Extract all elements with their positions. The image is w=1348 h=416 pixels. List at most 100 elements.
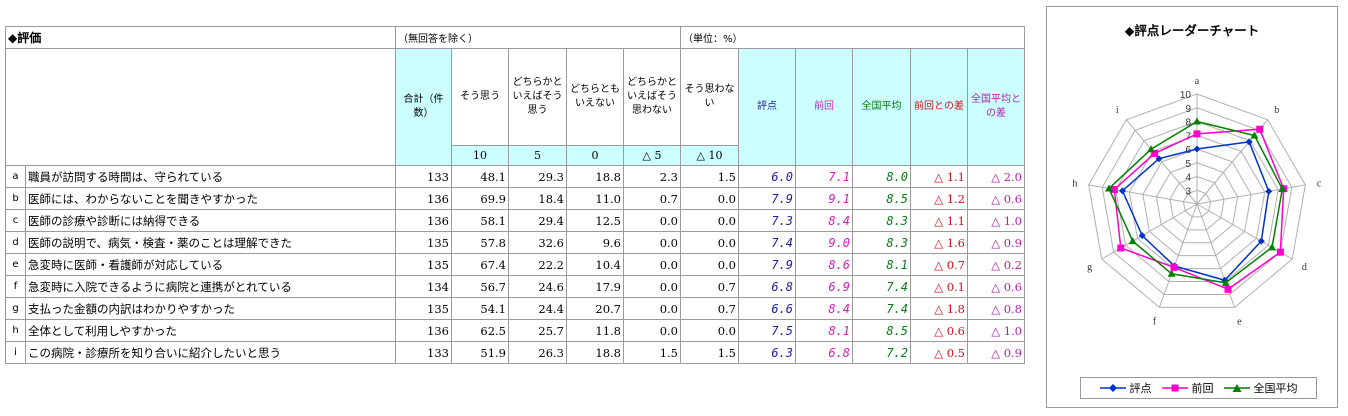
cell-diff-national: △ 0.2	[967, 253, 1025, 276]
cell-diff-previous: △ 0.1	[910, 275, 968, 298]
cell-disagree: 1.5	[680, 165, 739, 188]
cell-score: 6.3	[738, 341, 796, 364]
weight-2: 5	[508, 145, 567, 166]
radar-point	[1193, 117, 1201, 125]
row-label: 医師の説明で、病気・検査・薬のことは理解できた	[25, 231, 396, 254]
weight-1: 10	[451, 145, 509, 166]
radar-point	[1265, 187, 1273, 195]
table-row: h 全体として利用しやすかった 136 62.5 25.7 11.8 0.0 0.0 7.5 8.…	[5, 319, 1025, 342]
row-id: a	[5, 165, 26, 188]
column-header-row: 合計（件数） そう思う どちらかといえばそう思う どちらともいえない どちらかと…	[5, 48, 1025, 166]
cell-somewhat-disagree: 0.0	[623, 297, 681, 320]
radar-spoke	[1125, 119, 1198, 205]
cell-diff-previous: △ 1.1	[910, 165, 968, 188]
cell-neutral: 9.6	[566, 231, 624, 254]
table-row: g 支払った金額の内訳はわかりやすかった 135 54.1 24.4 20.7 0.0 0.7…	[5, 297, 1025, 320]
cell-previous: 7.1	[795, 165, 853, 188]
radar-point	[1250, 131, 1259, 139]
cell-national-average: 8.3	[852, 231, 911, 254]
radar-point	[1151, 149, 1159, 157]
radar-tick-label: 10	[1180, 90, 1192, 101]
table-row: c 医師の診療や診断には納得できる 136 58.1 29.4 12.5 0.0 0.0 7.3…	[5, 209, 1025, 232]
radar-grid-ring	[1115, 120, 1279, 283]
cell-somewhat-agree: 32.6	[508, 231, 567, 254]
cell-total: 136	[395, 319, 452, 342]
radar-point	[1119, 187, 1127, 195]
radar-point	[1276, 248, 1284, 256]
row-id: d	[5, 231, 26, 254]
cell-agree: 48.1	[451, 165, 509, 188]
table-row: i この病院・診療所を知り合いに紹介したいと思う 133 51.9 26.3 18.8 1.…	[5, 341, 1025, 364]
cell-somewhat-agree: 25.7	[508, 319, 567, 342]
cell-disagree: 0.0	[680, 187, 739, 210]
cell-somewhat-disagree: 0.0	[623, 253, 681, 276]
radar-chart-panel: ◆評点レーダーチャート 3 4 5 6 7 8 9 10 a b c d e f g h i 評点 前回 全国平…	[1046, 6, 1338, 408]
cell-somewhat-agree: 22.2	[508, 253, 567, 276]
cell-score: 6.6	[738, 297, 796, 320]
cell-diff-previous: △ 0.6	[910, 319, 968, 342]
cell-national-average: 7.2	[852, 341, 911, 364]
chart-title: ◆評点レーダーチャート	[1124, 23, 1260, 38]
radar-point	[1117, 244, 1125, 252]
radar-point	[1221, 278, 1230, 286]
col-diff-previous: 前回との差	[910, 48, 968, 166]
cell-neutral: 20.7	[566, 297, 624, 320]
cell-national-average: 8.0	[852, 165, 911, 188]
radar-point	[1193, 130, 1201, 138]
cell-somewhat-disagree: 2.3	[623, 165, 681, 188]
cell-agree: 51.9	[451, 341, 509, 364]
radar-spoke	[1196, 203, 1293, 260]
section-title: ◆評価	[5, 26, 396, 49]
col-score: 評点	[738, 48, 796, 166]
cell-previous: 9.1	[795, 187, 853, 210]
cell-national-average: 7.4	[852, 275, 911, 298]
radar-point	[1167, 269, 1176, 277]
col-somewhat-disagree: どちらかといえばそう思わない	[623, 48, 681, 146]
cell-total: 133	[395, 341, 452, 364]
cell-diff-national: △ 2.0	[967, 165, 1025, 188]
radar-axis-label: f	[1153, 317, 1157, 328]
table-row: f 急変時に入院できるように病院と連携がとれている 134 56.7 24.6 17.9 0…	[5, 275, 1025, 298]
radar-spoke	[1158, 203, 1198, 308]
cell-previous: 8.4	[795, 297, 853, 320]
radar-axis-label: e	[1237, 317, 1242, 328]
cell-agree: 56.7	[451, 275, 509, 298]
cell-neutral: 11.0	[566, 187, 624, 210]
cell-agree: 58.1	[451, 209, 509, 232]
radar-point	[1104, 184, 1113, 192]
cell-total: 135	[395, 253, 452, 276]
cell-total: 133	[395, 165, 452, 188]
col-total: 合計（件数）	[395, 48, 452, 166]
radar-spoke	[1196, 119, 1269, 205]
cell-neutral: 18.8	[566, 165, 624, 188]
cell-somewhat-disagree: 0.0	[623, 231, 681, 254]
row-label: 医師の診療や診断には納得できる	[25, 209, 396, 232]
cell-score: 6.0	[738, 165, 796, 188]
col-previous: 前回	[795, 48, 853, 166]
col-diff-national: 全国平均との差	[967, 48, 1025, 166]
radar-point	[1193, 145, 1201, 153]
cell-somewhat-disagree: 0.0	[623, 319, 681, 342]
table-row: e 急変時に医師・看護師が対応している 135 67.4 22.2 10.4 0.0 0.0 7…	[5, 253, 1025, 276]
evaluation-table: ◆評価 （無回答を除く） （単位：%） 合計（件数） そう思う どちらかといえば…	[5, 26, 1025, 364]
radar-axis-label: h	[1072, 178, 1077, 189]
radar-axis-label: b	[1274, 105, 1279, 116]
cell-disagree: 1.5	[680, 341, 739, 364]
radar-tick-label: 5	[1185, 159, 1191, 170]
cell-diff-national: △ 0.8	[967, 297, 1025, 320]
row-id: h	[5, 319, 26, 342]
cell-total: 136	[395, 209, 452, 232]
cell-disagree: 0.0	[680, 209, 739, 232]
radar-series-line	[1108, 120, 1284, 284]
cell-somewhat-agree: 29.4	[508, 209, 567, 232]
cell-previous: 8.4	[795, 209, 853, 232]
radar-point	[1245, 138, 1253, 146]
cell-previous: 8.1	[795, 319, 853, 342]
cell-somewhat-agree: 29.3	[508, 165, 567, 188]
radar-point	[1155, 155, 1163, 163]
radar-tick-label: 3	[1185, 186, 1191, 197]
cell-neutral: 17.9	[566, 275, 624, 298]
cell-score: 7.9	[738, 253, 796, 276]
row-id: i	[5, 341, 26, 364]
